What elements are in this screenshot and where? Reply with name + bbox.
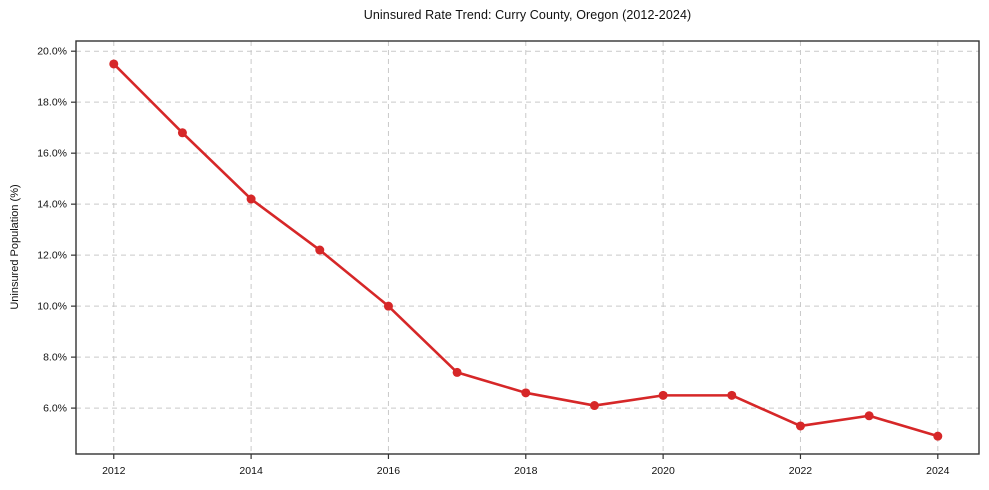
x-tick-label: 2012 <box>102 465 126 477</box>
data-point <box>933 431 943 441</box>
x-tick-label: 2016 <box>377 465 401 477</box>
data-point <box>315 245 325 255</box>
y-tick-label: 12.0% <box>37 250 67 262</box>
data-point <box>452 367 462 377</box>
x-tick-labels: 2012 2014 2016 2018 2020 2022 2024 <box>102 465 950 477</box>
y-tick-label: 6.0% <box>43 403 67 415</box>
y-axis-label: Uninsured Population (%) <box>9 184 21 310</box>
y-tick-label: 20.0% <box>37 46 67 58</box>
chart-title: Uninsured Rate Trend: Curry County, Oreg… <box>363 8 692 22</box>
tick-marks <box>71 50 939 459</box>
data-point <box>795 421 805 431</box>
data-point <box>521 388 531 398</box>
data-point <box>658 390 668 400</box>
grid-lines <box>76 41 979 454</box>
x-tick-label: 2024 <box>926 465 950 477</box>
data-point <box>727 390 737 400</box>
x-tick-label: 2022 <box>789 465 813 477</box>
data-point <box>246 194 256 204</box>
data-point <box>589 401 599 411</box>
data-point <box>864 411 874 421</box>
x-tick-label: 2020 <box>651 465 675 477</box>
plot-border <box>75 40 980 455</box>
y-tick-labels: 6.0% 8.0% 10.0% 12.0% 14.0% 16.0% 18.0% 20.0% <box>37 46 67 415</box>
data-point <box>177 128 187 138</box>
data-point-markers <box>109 59 943 441</box>
data-point <box>109 59 119 69</box>
x-tick-label: 2018 <box>514 465 538 477</box>
y-tick-label: 14.0% <box>37 199 67 211</box>
data-point <box>383 301 393 311</box>
y-tick-label: 8.0% <box>43 352 67 364</box>
y-tick-label: 10.0% <box>37 301 67 313</box>
x-tick-label: 2014 <box>239 465 263 477</box>
y-tick-label: 16.0% <box>37 148 67 160</box>
y-tick-label: 18.0% <box>37 97 67 109</box>
